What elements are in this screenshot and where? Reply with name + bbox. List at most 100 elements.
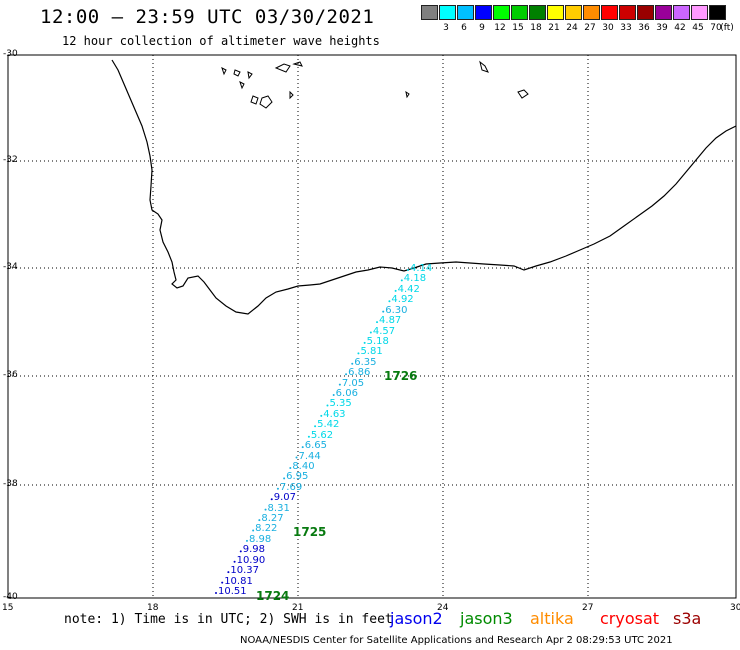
legend-swatch xyxy=(709,5,726,20)
map-title: 12:00 – 23:59 UTC 03/30/2021 xyxy=(40,6,375,28)
map-subtitle: 12 hour collection of altimeter wave hei… xyxy=(62,34,380,48)
legend-label: 42 xyxy=(674,23,686,33)
legend-swatch xyxy=(547,5,564,20)
legend-label: 70 xyxy=(710,23,722,33)
latitude-label: -38 xyxy=(3,479,18,489)
longitude-label: 24 xyxy=(437,603,449,613)
satellite-jason3: jason3 xyxy=(460,609,513,628)
observation-point xyxy=(369,331,372,334)
observation-point xyxy=(338,383,341,386)
swh-value: 7.69 xyxy=(279,481,303,493)
legend-label: 6 xyxy=(461,23,467,33)
observation-point xyxy=(320,414,323,417)
legend-label: 15 xyxy=(512,23,524,33)
legend-swatch xyxy=(583,5,600,20)
observation-point xyxy=(295,456,298,459)
swh-value: 9.07 xyxy=(273,492,296,504)
satellite-altika: altika xyxy=(530,609,574,628)
observation-point xyxy=(400,279,403,282)
latitude-label: -30 xyxy=(3,49,18,59)
observation-point xyxy=(351,362,354,365)
swh-value: 5.62 xyxy=(310,429,334,441)
observation-point xyxy=(301,446,304,449)
legend-swatch xyxy=(673,5,690,20)
observation-point xyxy=(314,425,317,428)
satellite-jason2: jason2 xyxy=(390,609,443,628)
observation-point xyxy=(252,529,255,532)
legend-label: 12 xyxy=(494,23,506,33)
swh-value: 10.37 xyxy=(230,565,260,577)
swh-value: 5.42 xyxy=(317,419,340,431)
swh-value: 4.18 xyxy=(403,273,427,285)
swh-value: 5.35 xyxy=(329,398,352,410)
swh-value: 8.22 xyxy=(255,523,278,535)
observation-point xyxy=(363,341,366,344)
longitude-label: 27 xyxy=(582,603,594,613)
footnote: note: 1) Time is in UTC; 2) SWH is in fe… xyxy=(64,612,393,627)
legend-label: 9 xyxy=(479,23,485,33)
swh-value: 8.31 xyxy=(267,502,290,514)
legend-swatch xyxy=(655,5,672,20)
legend-swatch xyxy=(511,5,528,20)
observation-point xyxy=(258,519,261,522)
legend-label: 36 xyxy=(638,23,650,33)
legend-swatch xyxy=(691,5,708,20)
legend-swatch xyxy=(457,5,474,20)
legend-label: 30 xyxy=(602,23,614,33)
swh-value: 4.42 xyxy=(397,283,420,295)
pass-label-1724: 1724 xyxy=(256,589,290,603)
latitude-label: -36 xyxy=(3,370,18,380)
swh-value: 6.65 xyxy=(304,440,327,452)
observation-point xyxy=(264,508,267,511)
longitude-label: 18 xyxy=(147,603,159,613)
longitude-label: 15 xyxy=(2,603,14,613)
latitude-label: -32 xyxy=(3,155,18,165)
swh-value: 9.98 xyxy=(242,544,266,556)
observation-point xyxy=(326,404,329,407)
swh-value: 4.14 xyxy=(410,263,433,274)
satellite-s3a: s3a xyxy=(673,609,702,628)
swh-value: 10.81 xyxy=(224,575,253,587)
legend-swatch xyxy=(421,5,438,20)
observation-point xyxy=(357,352,360,355)
swh-value: 8.27 xyxy=(261,513,284,525)
legend-label: 21 xyxy=(548,23,560,33)
observation-point xyxy=(270,498,273,501)
swh-value: 6.95 xyxy=(286,471,309,483)
swh-value: 4.63 xyxy=(323,408,346,420)
latitude-label: -40 xyxy=(3,592,18,602)
observation-point xyxy=(394,289,397,292)
swh-value: 8.40 xyxy=(292,460,315,472)
swh-value: 4.92 xyxy=(391,294,414,306)
observation-point xyxy=(407,269,409,271)
swh-value: 7.05 xyxy=(341,377,365,389)
satellite-cryosat: cryosat xyxy=(600,609,660,628)
latitude-label: -34 xyxy=(3,262,18,272)
legend-swatch xyxy=(565,5,582,20)
legend-swatch xyxy=(439,5,456,20)
legend-swatch xyxy=(619,5,636,20)
legend-label: 3 xyxy=(443,23,449,33)
coastline-south-africa xyxy=(111,59,737,315)
pass-label-1726: 1726 xyxy=(384,369,418,383)
observation-point xyxy=(221,581,224,584)
legend-swatch xyxy=(601,5,618,20)
swh-value: 4.57 xyxy=(372,325,396,337)
legend-swatch xyxy=(529,5,546,20)
swh-value: 6.35 xyxy=(354,356,377,368)
swh-value: 10.51 xyxy=(218,586,247,597)
legend-swatch xyxy=(475,5,492,20)
legend-label: 45 xyxy=(692,23,704,33)
observation-point xyxy=(307,435,310,438)
legend-label: 33 xyxy=(620,23,632,33)
observation-point xyxy=(233,560,236,563)
swh-value: 4.87 xyxy=(379,315,402,327)
swh-value: 6.30 xyxy=(385,304,408,316)
lat-lon-grid xyxy=(8,55,736,598)
swh-value: 6.86 xyxy=(348,367,371,379)
longitude-label: 30 xyxy=(730,603,740,613)
legend-label: 24 xyxy=(566,23,578,33)
swh-value: 6.06 xyxy=(335,388,358,400)
credit-footer: NOAA/NESDIS Center for Satellite Applica… xyxy=(240,635,673,646)
